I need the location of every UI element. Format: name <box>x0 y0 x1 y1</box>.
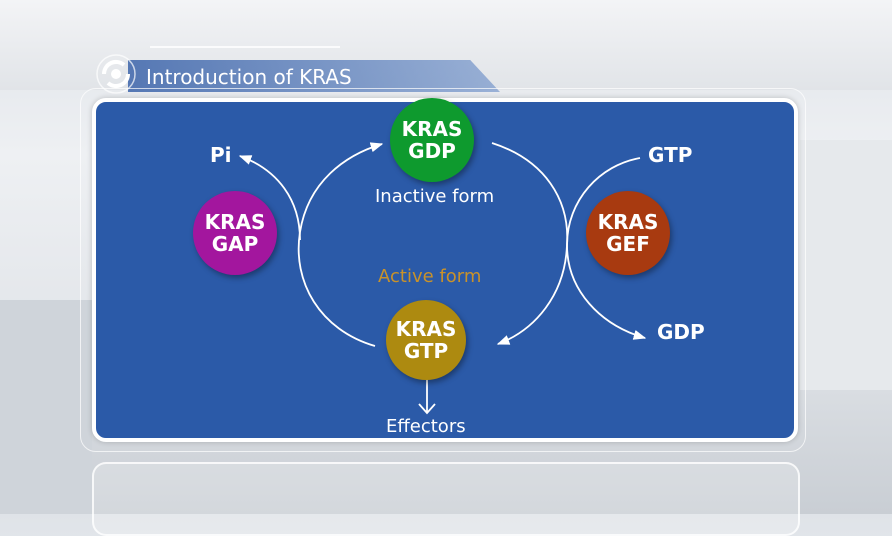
node-label: KRAS <box>597 210 659 234</box>
node-label: GDP <box>408 139 456 163</box>
node-kras-gdp: KRAS GDP <box>390 98 474 182</box>
background-shelf <box>800 140 892 390</box>
title-decor-line <box>150 46 340 48</box>
node-label: GEF <box>606 232 650 256</box>
label-effectors: Effectors <box>386 416 466 437</box>
arrow-gtp-to-gdp <box>297 142 384 347</box>
arrow-gtp-in-gdp-out <box>566 157 647 340</box>
label-active-form: Active form <box>378 266 482 287</box>
node-label: KRAS <box>401 117 463 141</box>
cycle-arrows <box>238 142 647 415</box>
arrow-gap-to-pi <box>238 155 301 241</box>
label-gdp: GDP <box>657 320 705 344</box>
node-label: GTP <box>403 339 449 363</box>
node-kras-gef: KRAS GEF <box>586 191 670 275</box>
node-label: GAP <box>211 232 259 256</box>
node-label: KRAS <box>395 317 457 341</box>
target-ring-icon <box>96 54 136 94</box>
node-kras-gap: KRAS GAP <box>193 191 277 275</box>
background-cabinet <box>0 300 92 514</box>
page-title: Introduction of KRAS <box>146 65 352 89</box>
label-gtp: GTP <box>648 143 693 167</box>
panel-frame <box>80 88 806 452</box>
node-kras-gtp: KRAS GTP <box>386 300 466 380</box>
arrow-gdp-to-gtp <box>491 142 569 345</box>
arrow-head-effectors <box>418 403 436 415</box>
node-label: KRAS <box>204 210 266 234</box>
label-inactive-form: Inactive form <box>375 186 495 207</box>
label-pi: Pi <box>210 143 232 167</box>
title-bar <box>128 60 500 92</box>
